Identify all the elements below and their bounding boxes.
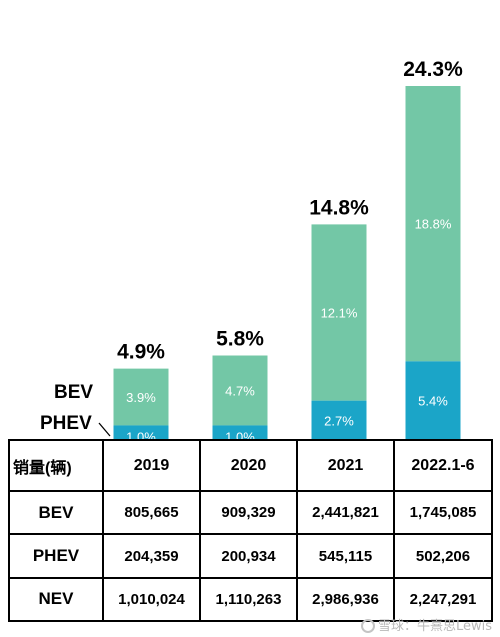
table-cell: 1,745,085: [393, 490, 493, 536]
data-label-phev-2020: 1.0%: [225, 429, 255, 440]
bar-bev-2021: [311, 224, 367, 401]
watermark: 雪球：牛熹思Lewis: [360, 615, 492, 634]
data-label-bev-2022.1-6: 18.8%: [415, 217, 452, 232]
phev-leader-line: [98, 422, 111, 437]
series-label-bev: BEV: [54, 382, 94, 403]
row-label-phev: PHEV: [8, 533, 104, 579]
table-row: BEV 805,665 909,329 2,441,821 1,745,085: [8, 490, 493, 536]
row-label-nev: NEV: [8, 576, 104, 623]
table-header-2021: 2021: [296, 438, 395, 493]
bar-phev-2022.1-6: [405, 361, 461, 440]
stacked-bar-chart: 3.9% 1.0% 4.9% 4.7% 1.0% 5.8% 12.1% 2.7% 14.8% 18…: [113, 58, 463, 440]
bar-bev-2020: [212, 355, 268, 426]
table-cell: 545,115: [296, 533, 395, 579]
data-label-phev-2022.1-6: 5.4%: [418, 394, 448, 409]
bar-bev-2019: [113, 368, 169, 426]
table-row: NEV 1,010,024 1,110,263 2,986,936 2,247,…: [8, 576, 493, 623]
bar-bev-2022.1-6: [405, 86, 461, 362]
row-label-bev: BEV: [8, 490, 104, 536]
snowball-logo-icon: [360, 619, 375, 633]
bar-phev-2021: [311, 400, 367, 440]
data-label-bev-2019: 3.9%: [126, 390, 156, 405]
table-cell: 2,986,936: [296, 576, 395, 623]
table-cell: 204,359: [102, 533, 201, 579]
table-cell: 2,247,291: [393, 576, 493, 623]
series-label-phev: PHEV: [40, 413, 92, 434]
bar-phev-2019: [113, 425, 169, 440]
total-label-2022.1-6: 24.3%: [403, 58, 463, 81]
total-label-2019: 4.9%: [117, 341, 165, 364]
table-header-2020: 2020: [199, 438, 298, 493]
watermark-text: 雪球：牛熹思Lewis: [377, 619, 492, 634]
bar-phev-2020: [212, 425, 268, 440]
total-label-2021: 14.8%: [309, 196, 369, 219]
table-header-row: 销量(辆) 2019 2020 2021 2022.1-6: [8, 438, 493, 493]
data-label-bev-2020: 4.7%: [225, 383, 255, 398]
table-cell: 1,110,263: [199, 576, 298, 623]
data-label-phev-2021: 2.7%: [324, 413, 354, 428]
sales-table: 销量(辆) 2019 2020 2021 2022.1-6 BEV 805,66…: [8, 438, 493, 623]
table-header-2019: 2019: [102, 438, 201, 493]
table-cell: 805,665: [102, 490, 201, 536]
table-cell: 1,010,024: [102, 576, 201, 623]
table-header-2022: 2022.1-6: [393, 438, 493, 493]
data-label-phev-2019: 1.0%: [126, 429, 156, 440]
table-row: PHEV 204,359 200,934 545,115 502,206: [8, 533, 493, 579]
table-cell: 2,441,821: [296, 490, 395, 536]
data-label-bev-2021: 12.1%: [321, 306, 358, 321]
table-cell: 502,206: [393, 533, 493, 579]
table-cell: 909,329: [199, 490, 298, 536]
total-label-2020: 5.8%: [216, 328, 264, 351]
table-cell: 200,934: [199, 533, 298, 579]
table-corner-label: 销量(辆): [8, 438, 104, 493]
